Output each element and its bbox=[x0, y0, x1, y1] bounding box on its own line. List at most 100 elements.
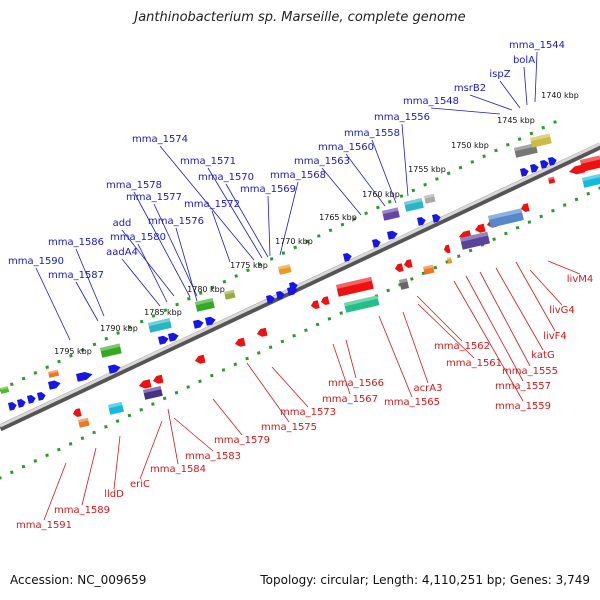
gene-block-6 bbox=[278, 264, 292, 275]
ruler-dot bbox=[293, 245, 298, 250]
forward-gene-20-body bbox=[520, 168, 529, 177]
reverse-gene-2 bbox=[152, 374, 164, 384]
ruler-dot bbox=[399, 194, 404, 198]
ruler-tick-label: 1770 kbp bbox=[275, 237, 313, 246]
ruler-dot bbox=[327, 316, 332, 321]
lower-leader bbox=[547, 260, 581, 275]
gene-block-17 bbox=[582, 173, 600, 188]
lower-gene-label: mma_1579 bbox=[214, 435, 270, 446]
gene-block-6-shine bbox=[278, 264, 291, 270]
ruler-tick-label: 1765 kbp bbox=[319, 213, 357, 222]
lower-leader bbox=[139, 420, 163, 480]
upper-gene-label: aadA4 bbox=[106, 247, 138, 258]
lower-gene-label: acrA3 bbox=[414, 383, 443, 394]
lower-gene-label: lldD bbox=[104, 489, 124, 500]
ruler-dot bbox=[33, 459, 38, 463]
backbone-highlight bbox=[0, 142, 600, 428]
ruler-dot bbox=[175, 302, 179, 307]
ruler-dot bbox=[280, 339, 285, 344]
ruler-dot bbox=[139, 407, 144, 412]
gene-block-21-shine bbox=[143, 385, 162, 394]
gene-block-14 bbox=[514, 143, 538, 158]
gene-block-10 bbox=[404, 197, 424, 212]
forward-gene-15-body bbox=[343, 253, 352, 262]
gene-block-2-body bbox=[99, 343, 122, 358]
ruler-tick-label: 1755 kbp bbox=[408, 165, 446, 174]
reverse-gene-7 bbox=[320, 296, 330, 305]
lower-gene-label: mma_1559 bbox=[495, 401, 551, 412]
ruler-dot bbox=[174, 390, 179, 395]
ruler-dot bbox=[198, 379, 202, 384]
forward-gene-5 bbox=[76, 371, 93, 382]
lower-leader bbox=[417, 303, 475, 359]
ruler-dot bbox=[517, 137, 522, 141]
upper-gene-label: mma_1576 bbox=[148, 216, 204, 227]
ruler-dot bbox=[0, 476, 2, 480]
gene-block-17-shine bbox=[582, 173, 600, 182]
ruler-dot bbox=[458, 165, 463, 170]
forward-gene-14-body bbox=[289, 282, 298, 291]
ruler-dot bbox=[56, 447, 61, 452]
ruler-dot bbox=[115, 419, 120, 423]
reverse-gene-6-body bbox=[310, 300, 320, 309]
ruler-dot bbox=[127, 413, 132, 418]
gene-block-7-shine bbox=[336, 276, 372, 289]
upper-gene-label: ispZ bbox=[489, 69, 510, 80]
reverse-gene-1 bbox=[138, 379, 152, 389]
ruler-dot bbox=[68, 442, 73, 446]
gene-block-0 bbox=[0, 386, 10, 394]
forward-gene-7 bbox=[158, 335, 169, 345]
forward-gene-0 bbox=[8, 402, 17, 411]
ruler-dot bbox=[80, 348, 85, 352]
forward-gene-10-body bbox=[205, 316, 216, 326]
lower-gene-label: mma_1583 bbox=[185, 451, 241, 462]
gene-block-17-body bbox=[582, 173, 600, 188]
upper-leader bbox=[35, 267, 71, 341]
lower-leader bbox=[402, 311, 429, 384]
ruler-dot bbox=[163, 308, 168, 313]
ruler-dot bbox=[541, 125, 546, 130]
forward-gene-19 bbox=[432, 214, 441, 223]
forward-gene-17 bbox=[387, 230, 398, 240]
gene-block-21-body bbox=[143, 385, 163, 400]
upper-leader bbox=[523, 66, 528, 106]
forward-gene-3-body bbox=[37, 392, 46, 401]
gene-block-0-body bbox=[0, 386, 10, 394]
ruler-dot bbox=[92, 430, 96, 435]
genome-summary-text: Topology: circular; Length: 4,110,251 bp… bbox=[260, 573, 590, 587]
upper-gene-label: mma_1568 bbox=[270, 170, 326, 181]
forward-gene-18 bbox=[417, 217, 426, 226]
gene-block-13-body bbox=[488, 208, 524, 228]
gene-block-18-body bbox=[580, 155, 600, 172]
upper-ruler-line bbox=[0, 120, 557, 392]
gene-block-9 bbox=[382, 207, 400, 221]
lower-leader bbox=[378, 315, 413, 398]
ruler-dot bbox=[411, 188, 416, 193]
lower-leader bbox=[43, 462, 67, 521]
ruler-tick-label: 1775 kbp bbox=[230, 261, 268, 270]
accession-text: Accession: NC_009659 bbox=[10, 573, 147, 587]
ruler-dot bbox=[574, 197, 579, 202]
upper-leader bbox=[267, 195, 271, 257]
gene-block-21 bbox=[143, 385, 163, 400]
ruler-dot bbox=[386, 288, 391, 293]
upper-gene-label: mma_1590 bbox=[8, 256, 64, 267]
reverse-gene-2-body bbox=[152, 374, 164, 384]
ruler-tick-labels: 1740 kbp 1745 kbp 1750 kbp 1755 kbp 1760 kbp… bbox=[54, 91, 579, 356]
upper-gene-label: mma_1572 bbox=[184, 199, 240, 210]
forward-gene-6 bbox=[108, 364, 121, 374]
reverse-gene-4-body bbox=[234, 337, 246, 347]
forward-gene-21-body bbox=[530, 164, 539, 173]
ruler-dot bbox=[364, 211, 368, 216]
ruler-dot bbox=[246, 268, 250, 273]
upper-leader bbox=[430, 107, 501, 115]
gene-block-9-shine bbox=[382, 207, 399, 215]
upper-leader bbox=[175, 227, 198, 302]
ruler-dot bbox=[21, 376, 26, 381]
forward-gene-12 bbox=[276, 291, 285, 300]
forward-gene-2-body bbox=[27, 395, 36, 404]
upper-gene-label: bolA bbox=[513, 55, 535, 66]
ruler-dot bbox=[339, 311, 344, 315]
ruler-dot bbox=[57, 359, 61, 364]
upper-gene-label: mma_1586 bbox=[48, 237, 104, 248]
